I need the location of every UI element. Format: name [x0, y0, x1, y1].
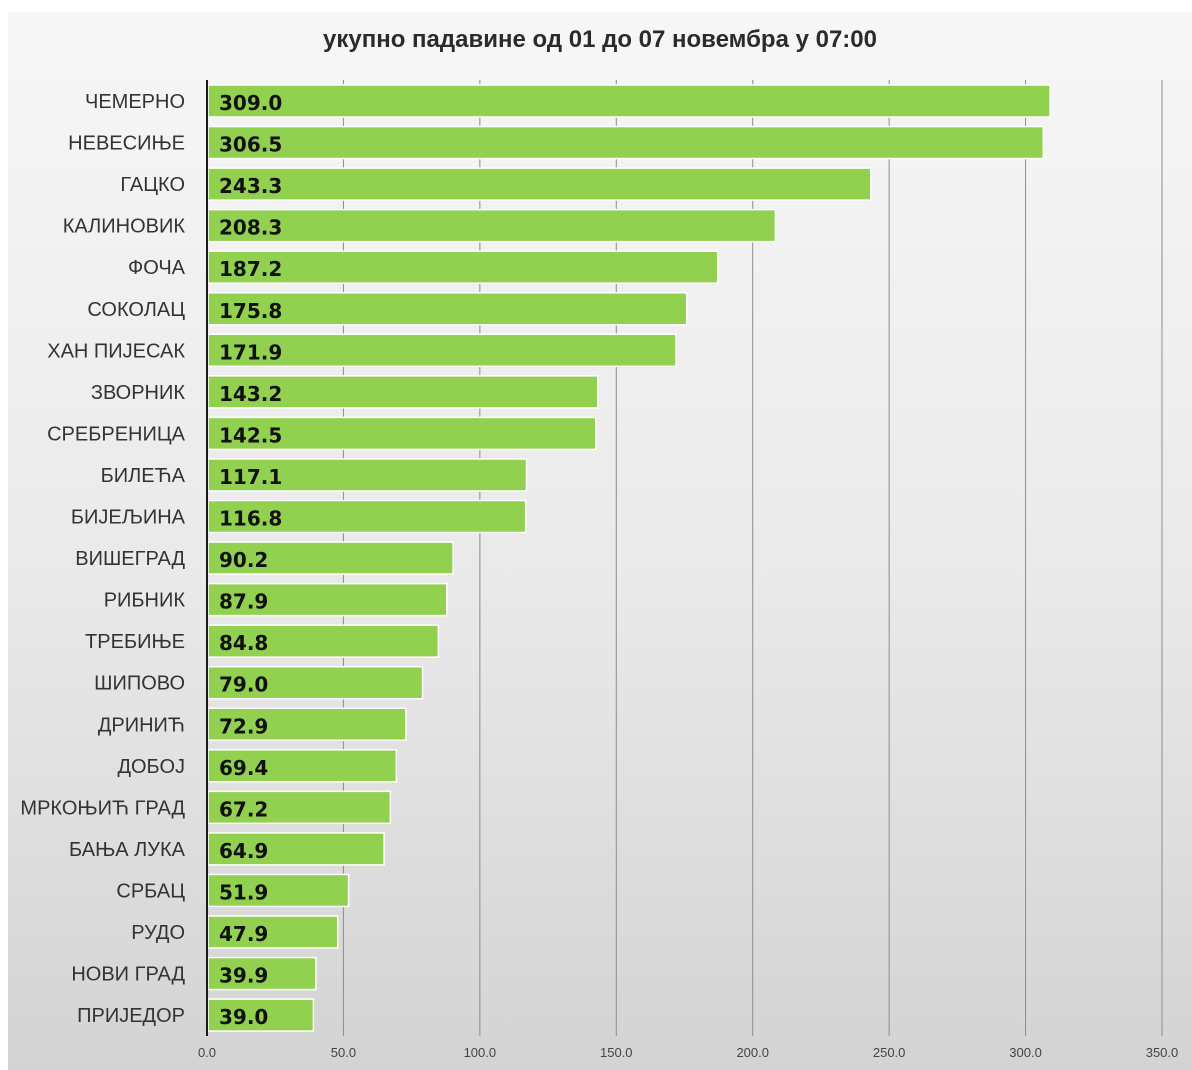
data-label: 72.9 — [219, 714, 268, 738]
data-label: 143.2 — [219, 382, 282, 406]
category-label: БАЊА ЛУКА — [69, 839, 186, 861]
data-label: 90.2 — [219, 548, 268, 572]
category-label: ПРИЈЕДОР — [77, 1005, 185, 1027]
category-label: ФОЧА — [128, 257, 186, 279]
category-label: ЧЕМЕРНО — [85, 91, 185, 113]
bar — [207, 582, 448, 617]
data-label: 79.0 — [219, 673, 268, 697]
data-label: 51.9 — [219, 880, 268, 904]
x-tick-label: 150.0 — [600, 1045, 633, 1060]
category-label: МРКОЊИЋ ГРАД — [20, 797, 185, 819]
x-tick-label: 100.0 — [464, 1045, 497, 1060]
data-label: 39.9 — [219, 964, 268, 988]
data-label: 67.2 — [219, 797, 268, 821]
category-label: РУДО — [131, 922, 185, 944]
bar — [207, 208, 777, 243]
x-tick-label: 50.0 — [331, 1045, 356, 1060]
bar — [207, 167, 872, 201]
category-label: СРЕБРЕНИЦА — [47, 423, 186, 445]
category-label: ХАН ПИЈЕСАК — [47, 340, 185, 362]
data-label: 69.4 — [219, 756, 268, 780]
data-label: 171.9 — [219, 340, 282, 364]
data-label: 39.0 — [219, 1005, 268, 1029]
category-label: ДРИНИЋ — [98, 714, 185, 736]
bar — [207, 915, 339, 949]
data-label: 187.2 — [219, 257, 282, 281]
data-label: 175.8 — [219, 299, 282, 323]
bar — [207, 250, 719, 284]
bar — [207, 749, 398, 783]
bar — [207, 333, 677, 368]
data-label: 142.5 — [219, 423, 282, 447]
bar — [207, 541, 454, 575]
data-label: 117.1 — [219, 465, 282, 489]
data-label: 47.9 — [219, 922, 268, 946]
bar — [207, 956, 317, 991]
data-label: 243.3 — [219, 174, 282, 198]
category-label: ГАЦКО — [120, 174, 185, 196]
x-tick-label: 250.0 — [873, 1045, 906, 1060]
bar — [207, 665, 424, 700]
bar — [207, 707, 407, 741]
data-label: 306.5 — [219, 133, 282, 157]
x-tick-label: 200.0 — [736, 1045, 769, 1060]
chart-title: укупно падавине од 01 до 07 новембра у 0… — [323, 26, 877, 53]
x-tick-label: 350.0 — [1146, 1045, 1179, 1060]
bar — [207, 84, 1051, 118]
bar — [207, 624, 440, 658]
x-tick-label: 300.0 — [1009, 1045, 1042, 1060]
data-label: 116.8 — [219, 507, 282, 531]
bar — [207, 292, 688, 326]
category-label: ЗВОРНИК — [91, 382, 185, 404]
bar — [207, 125, 1045, 160]
category-label: НОВИ ГРАД — [71, 964, 185, 986]
category-label: СРБАЦ — [116, 880, 185, 902]
data-label: 309.0 — [219, 91, 282, 115]
bar — [207, 416, 597, 451]
data-label: 208.3 — [219, 216, 282, 240]
category-label: РИБНИК — [104, 590, 186, 612]
data-label: 64.9 — [219, 839, 268, 863]
category-label: СОКОЛАЦ — [87, 299, 185, 321]
data-label: 87.9 — [219, 590, 268, 614]
category-label: БИЛЕЋА — [101, 465, 186, 487]
data-label: 84.8 — [219, 631, 268, 655]
category-label: БИЈЕЉИНА — [71, 507, 186, 529]
category-label: ШИПОВО — [94, 673, 185, 695]
x-tick-label: 0.0 — [198, 1045, 216, 1060]
category-label: ТРЕБИЊЕ — [85, 631, 185, 653]
category-label: ВИШЕГРАД — [75, 548, 185, 570]
category-label: НЕВЕСИЊЕ — [68, 133, 185, 155]
category-label: ДОБОЈ — [117, 756, 185, 778]
category-label: КАЛИНОВИК — [63, 216, 186, 238]
